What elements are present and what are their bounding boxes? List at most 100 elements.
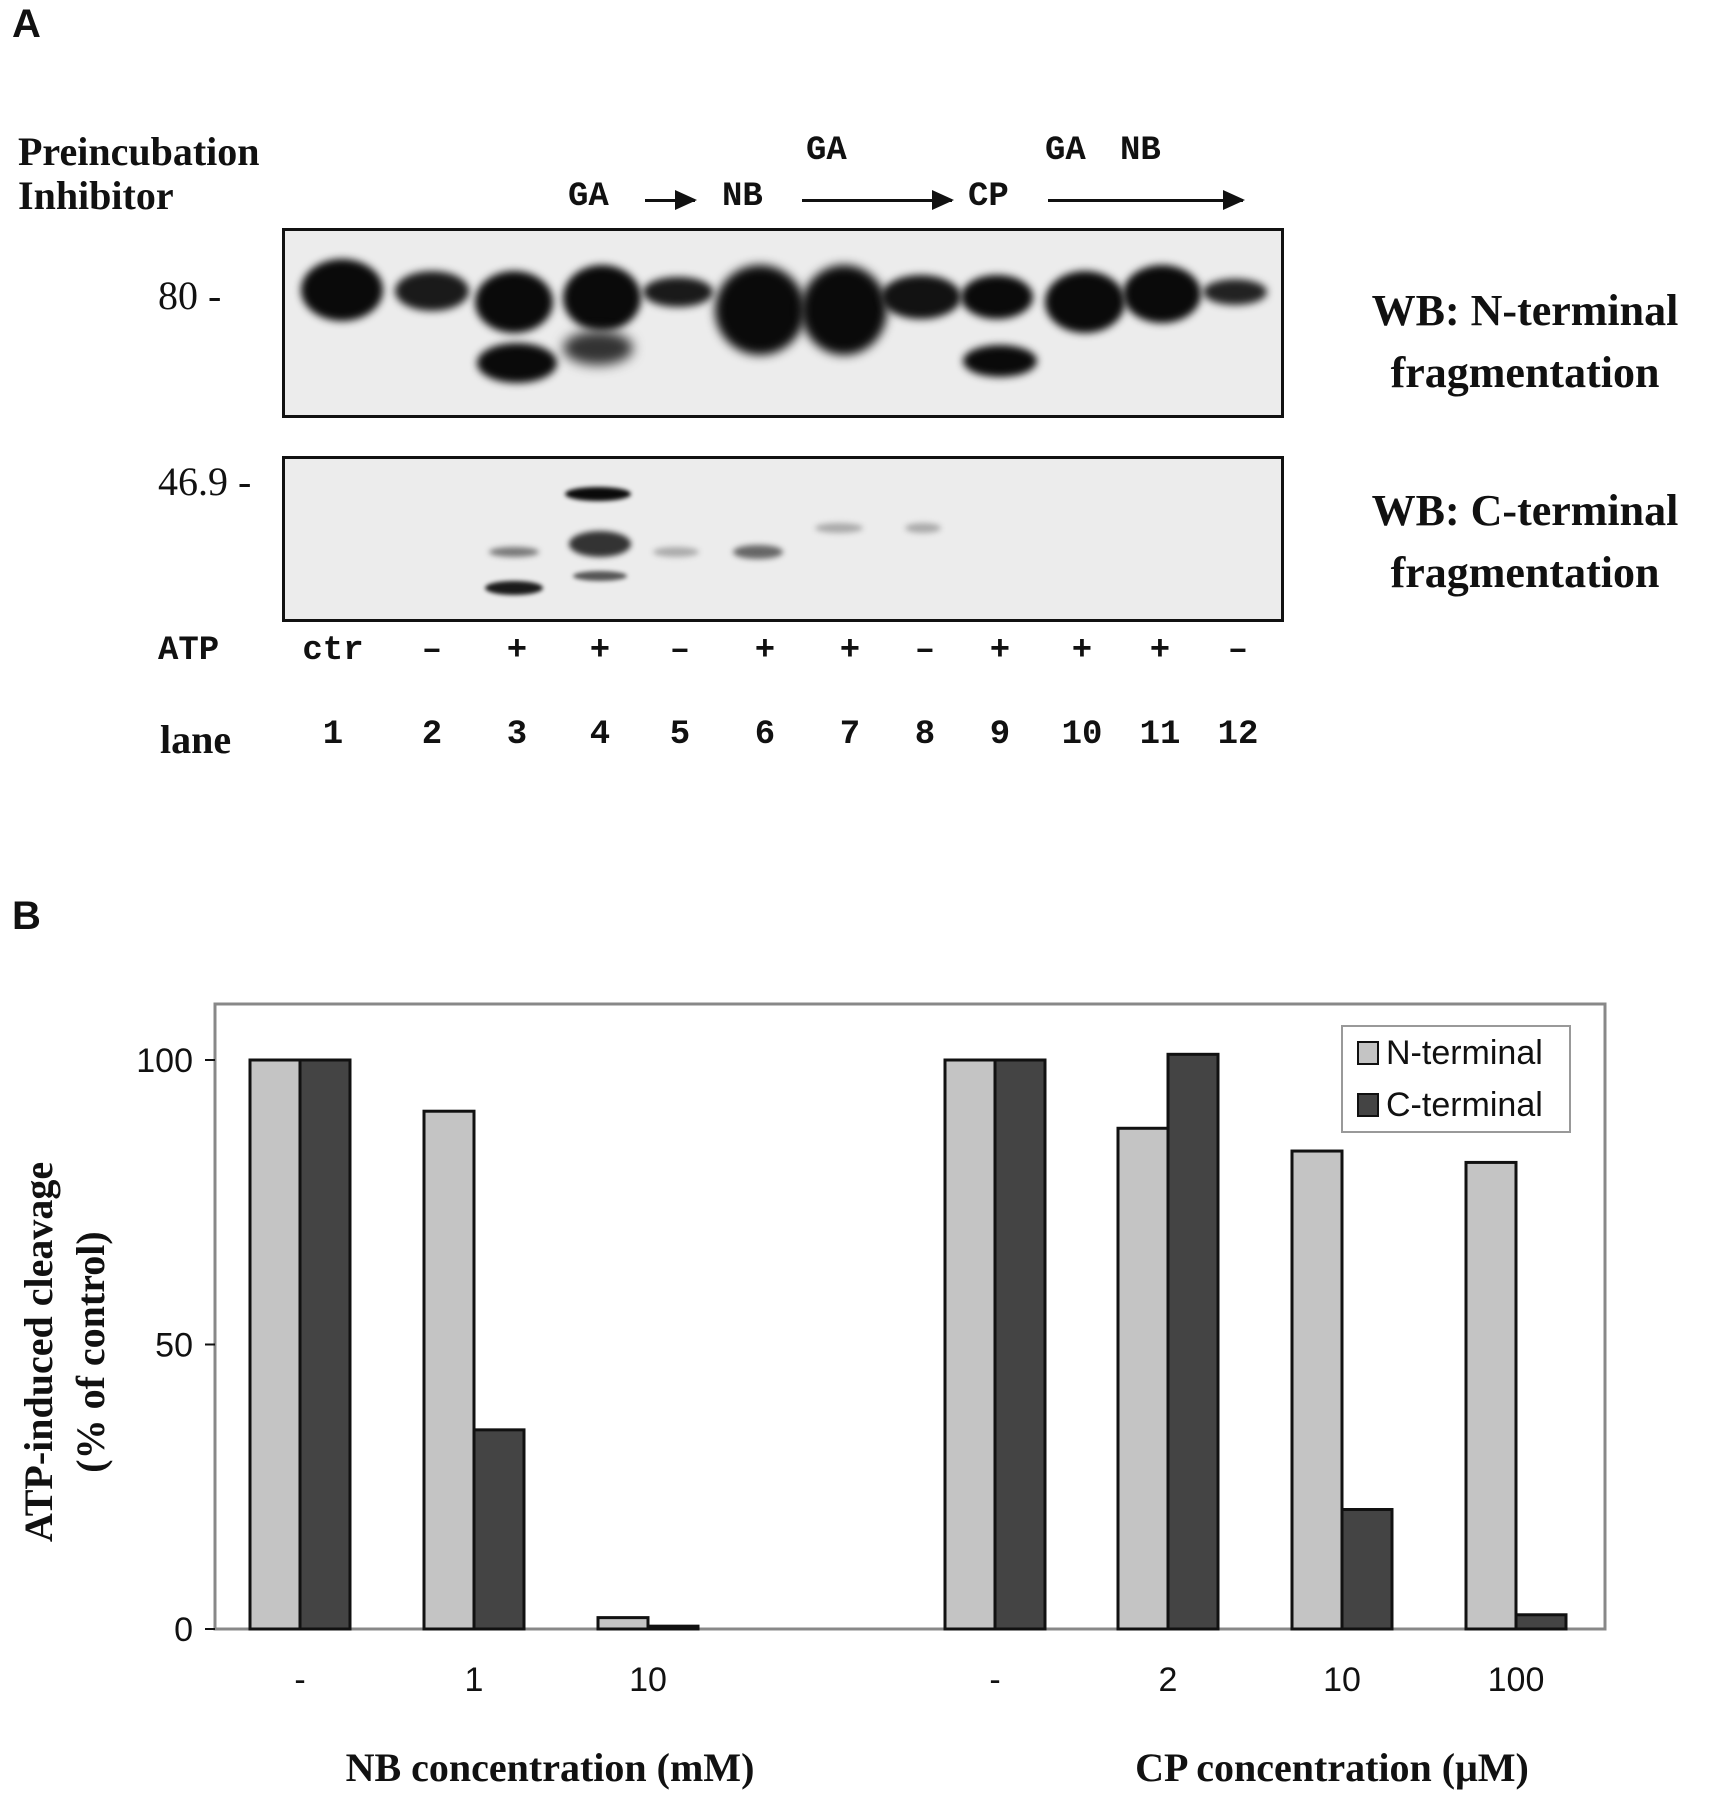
y-tick-label-50: 50: [155, 1327, 193, 1365]
atp-value-lane-10: +: [1071, 632, 1093, 670]
atp-value-lane-7: +: [839, 632, 861, 670]
lane-number-11: 11: [1139, 716, 1181, 754]
lane-number-5: 5: [669, 716, 691, 754]
band-lane-5: [643, 277, 713, 307]
x-tick-label-6: 10: [1323, 1661, 1361, 1699]
bar-c-terminal-6: [1340, 1508, 1394, 1631]
wb-c-terminal-label: WB: C-terminal fragmentation: [1330, 480, 1717, 604]
panel-b-letter: B: [12, 894, 41, 938]
atp-value-lane-6: +: [754, 632, 776, 670]
inhibitor-label: Inhibitor: [18, 173, 174, 218]
panel-a-letter: A: [12, 2, 41, 46]
bar-n-terminal-1: [248, 1058, 302, 1631]
bar-c-terminal-5: [1166, 1052, 1220, 1631]
x-tick-label-4: -: [989, 1661, 1000, 1699]
inhibitor-ga-2: GA: [806, 132, 847, 170]
band-lane-3-upper: [475, 271, 553, 333]
band-lane-4: [563, 265, 641, 331]
atp-value-lane-11: +: [1149, 632, 1171, 670]
bar-n-terminal-6: [1290, 1149, 1344, 1631]
band-lane-2: [395, 271, 469, 311]
atp-value-lane-8: –: [914, 632, 936, 670]
c-band-lane-8: [905, 523, 941, 533]
wb-c-terminal-line-1: WB: C-terminal: [1371, 486, 1679, 535]
atp-value-lane-2: –: [421, 632, 443, 670]
bar-n-terminal-3: [596, 1616, 650, 1631]
atp-row: ctr – + + – + + – + + + –: [0, 632, 1717, 676]
lane-number-9: 9: [989, 716, 1011, 754]
band-lane-12: [1203, 279, 1267, 305]
band-lane-11: [1123, 265, 1201, 323]
legend-label-c-terminal: C-terminal: [1386, 1086, 1543, 1124]
bar-c-terminal-2: [472, 1428, 526, 1631]
bar-n-terminal-5: [1116, 1126, 1170, 1631]
lane-number-10: 10: [1061, 716, 1103, 754]
bar-chart: 0 50 100 ATP-induced cleavage (% of control)…: [0, 1000, 1717, 1800]
lane-number-4: 4: [589, 716, 611, 754]
arrow-ga-nb-cp-2: [1048, 190, 1245, 210]
band-lane-3-lower: [477, 343, 557, 383]
wb-c-terminal-line-2: fragmentation: [1390, 548, 1660, 597]
c-band-lane-5: [653, 547, 699, 557]
bar-c-terminal-4: [993, 1058, 1047, 1631]
blot-n-terminal: [282, 228, 1284, 418]
y-axis-label-line-1: ATP-induced cleavage: [16, 1162, 61, 1542]
c-band-lane-4-top: [565, 487, 631, 501]
lane-row: 1 2 3 4 5 6 7 8 9 10 11 12: [0, 716, 1717, 764]
lane-label: lane: [160, 717, 232, 762]
bar-chart-svg: 0 50 100 ATP-induced cleavage (% of control)…: [16, 1002, 1607, 1790]
c-band-lane-4-low: [573, 571, 627, 581]
legend-swatch-n-terminal: [1357, 1041, 1379, 1065]
x-axis-label-nb: NB concentration (mM): [346, 1745, 755, 1790]
band-lane-6: [715, 265, 805, 355]
lane-number-2: 2: [421, 716, 443, 754]
band-lane-1: [301, 259, 383, 321]
preincubation-label: Preincubation: [18, 129, 260, 174]
x-tick-label-5: 2: [1159, 1661, 1178, 1699]
blot-c-terminal: [282, 456, 1284, 622]
lane-number-7: 7: [839, 716, 861, 754]
y-tick-label-100: 100: [136, 1042, 193, 1080]
lane-number-3: 3: [506, 716, 528, 754]
c-band-lane-3-mid: [489, 547, 539, 557]
wb-n-terminal-label: WB: N-terminal fragmentation: [1330, 280, 1717, 404]
c-band-lane-6: [733, 545, 783, 559]
x-tick-label-3: 10: [629, 1661, 667, 1699]
atp-value-lane-1: ctr: [302, 632, 364, 670]
band-lane-8: [881, 275, 961, 319]
atp-value-lane-5: –: [669, 632, 691, 670]
x-tick-label-7: 100: [1488, 1661, 1545, 1699]
inhibitor-cp: CP: [968, 178, 1009, 216]
c-band-lane-7: [815, 523, 863, 533]
x-tick-label-2: 1: [465, 1661, 484, 1699]
atp-label: ATP: [158, 632, 220, 670]
bar-c-terminal-1: [298, 1058, 352, 1631]
lane-number-8: 8: [914, 716, 936, 754]
x-axis-label-cp: CP concentration (μM): [1135, 1745, 1529, 1790]
bar-c-terminal-7: [1514, 1613, 1568, 1631]
lane-number-12: 12: [1217, 716, 1259, 754]
atp-value-lane-9: +: [989, 632, 1011, 670]
atp-value-lane-12: –: [1227, 632, 1249, 670]
mw-marker-46-9: 46.9 -: [158, 459, 252, 504]
band-lane-10: [1045, 271, 1125, 333]
y-axis-label-line-2: (% of control): [68, 1231, 113, 1472]
legend-box: [1341, 1025, 1571, 1133]
bar-n-terminal-2: [422, 1109, 476, 1631]
mw-marker-80: 80 -: [158, 273, 222, 318]
inhibitor-ga-1: GA: [568, 178, 609, 216]
atp-value-lane-4: +: [589, 632, 611, 670]
bar-c-terminal-3: [646, 1624, 700, 1631]
arrow-ga-nb-cp: [802, 190, 954, 210]
band-lane-9-lower: [963, 345, 1037, 377]
arrow-ga-nb: [645, 190, 697, 210]
legend-label-n-terminal: N-terminal: [1386, 1034, 1543, 1072]
wb-n-terminal-line-1: WB: N-terminal: [1371, 286, 1679, 335]
band-lane-9-upper: [961, 275, 1033, 319]
y-tick-label-0: 0: [174, 1611, 193, 1649]
lane-number-1: 1: [322, 716, 344, 754]
atp-value-lane-3: +: [506, 632, 528, 670]
legend-swatch-c-terminal: [1357, 1093, 1379, 1117]
plot-frame: [213, 1002, 1607, 1631]
c-band-lane-4-mid: [569, 531, 631, 557]
